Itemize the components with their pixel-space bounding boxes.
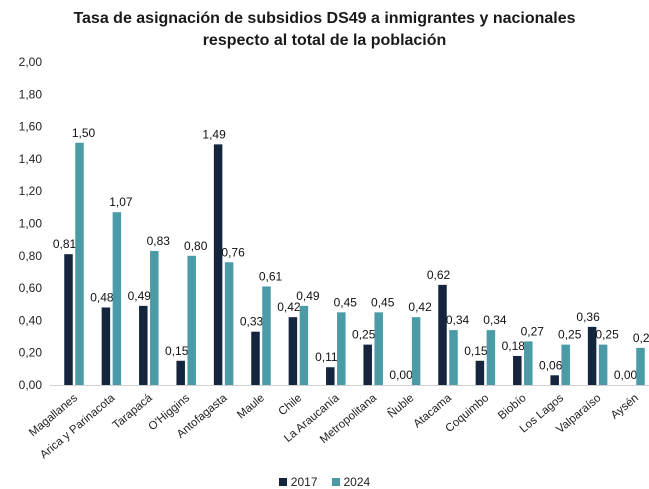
x-tick-label: Ñuble xyxy=(385,391,416,420)
y-tick-label: 1,60 xyxy=(19,120,43,134)
chart-title-line1: Tasa de asignación de subsidios DS49 a i… xyxy=(73,10,576,27)
data-label-2024: 0,49 xyxy=(296,289,320,303)
y-tick-label: 2,00 xyxy=(19,55,43,69)
legend-item-2024: 2024 xyxy=(331,475,371,489)
data-label-2017: 0,25 xyxy=(352,328,376,342)
data-label-2017: 0,11 xyxy=(315,350,338,364)
data-label-2017: 0,33 xyxy=(240,315,264,329)
bar-2024 xyxy=(486,330,496,385)
data-label-2024: 0,83 xyxy=(147,234,171,248)
bar-2024 xyxy=(150,250,159,385)
legend-label-2024: 2024 xyxy=(343,475,371,489)
data-label-2024: 0,45 xyxy=(334,295,358,309)
bar-2017 xyxy=(475,360,485,385)
x-tick-label: Aysén xyxy=(609,392,641,422)
data-label-2024: 0,80 xyxy=(184,239,208,253)
x-tick-label: Biobío xyxy=(496,392,529,422)
bar-2024 xyxy=(187,255,196,385)
data-label-2024: 0,61 xyxy=(259,269,283,283)
chart-title-line2: respecto al total de la población xyxy=(202,32,447,49)
data-label-2017: 1,49 xyxy=(202,127,226,141)
data-label-2017: 0,81 xyxy=(53,237,77,251)
bar-2024 xyxy=(374,312,383,385)
legend-swatch-2024 xyxy=(331,478,340,486)
data-label-2017: 0,15 xyxy=(464,344,488,358)
y-tick-label: 0,00 xyxy=(19,378,43,392)
bar-2024 xyxy=(112,212,122,385)
data-label-2017: 0,00 xyxy=(389,368,413,382)
bar-2017 xyxy=(326,367,335,385)
y-tick-label: 1,00 xyxy=(19,217,43,231)
data-label-2017: 0,42 xyxy=(277,300,301,314)
data-label-2024: 0,42 xyxy=(408,300,432,314)
data-label-2017: 0,62 xyxy=(427,268,451,282)
data-label-2017: 0,18 xyxy=(502,339,526,353)
bar-2024 xyxy=(299,305,309,385)
data-label-2024: 1,07 xyxy=(109,195,133,209)
bar-2017 xyxy=(438,284,447,385)
bar-2024 xyxy=(636,347,645,385)
y-tick-label: 0,40 xyxy=(19,313,43,327)
data-label-2024: 0,25 xyxy=(595,328,619,342)
bar-2024 xyxy=(262,286,271,385)
data-label-2017: 0,36 xyxy=(576,310,600,324)
data-label-2024: 0,45 xyxy=(371,295,395,309)
bar-2024 xyxy=(224,262,234,385)
y-tick-label: 1,80 xyxy=(19,87,43,101)
legend-swatch-2017 xyxy=(278,478,287,486)
data-label-2024: 1,50 xyxy=(72,126,96,140)
data-label-2024: 0,23 xyxy=(633,331,649,345)
bar-2017 xyxy=(64,254,73,385)
data-label-2017: 0,06 xyxy=(539,358,563,372)
bar-2017 xyxy=(587,326,597,385)
data-label-2024: 0,76 xyxy=(221,245,245,259)
y-tick-label: 0,20 xyxy=(19,346,43,360)
bar-2024 xyxy=(75,142,84,385)
y-tick-label: 0,60 xyxy=(19,281,43,295)
bar-2017 xyxy=(550,375,559,385)
chart-title: Tasa de asignación de subsidios DS49 a i… xyxy=(0,8,649,52)
bar-2024 xyxy=(524,341,533,385)
bar-2017 xyxy=(213,144,223,385)
data-label-2024: 0,25 xyxy=(558,328,582,342)
y-tick-label: 0,80 xyxy=(19,249,43,263)
bar-2024 xyxy=(411,317,421,385)
data-label-2017: 0,00 xyxy=(614,368,638,382)
bar-2024 xyxy=(598,344,608,385)
data-label-2024: 0,34 xyxy=(446,313,470,327)
bar-2017 xyxy=(363,344,372,385)
bar-2017 xyxy=(251,331,260,385)
bar-2017 xyxy=(139,305,148,385)
bar-2017 xyxy=(513,355,522,385)
data-label-2024: 0,27 xyxy=(521,324,545,338)
data-label-2017: 0,15 xyxy=(165,344,189,358)
bar-2024 xyxy=(561,344,570,385)
data-label-2017: 0,48 xyxy=(90,290,114,304)
chart-legend: 2017 2024 xyxy=(0,475,649,489)
bar-2017 xyxy=(101,307,111,385)
x-tick-label: Chile xyxy=(277,392,305,418)
y-tick-label: 1,40 xyxy=(19,152,43,166)
legend-item-2017: 2017 xyxy=(278,475,318,489)
bar-2024 xyxy=(337,312,346,385)
bar-2024 xyxy=(449,330,458,385)
bar-2017 xyxy=(288,317,298,385)
x-tick-label: Maule xyxy=(235,392,267,421)
y-tick-label: 1,20 xyxy=(19,184,43,198)
data-label-2017: 0,49 xyxy=(128,289,152,303)
legend-label-2017: 2017 xyxy=(290,475,318,489)
bar-2017 xyxy=(176,360,185,385)
data-label-2024: 0,34 xyxy=(483,313,507,327)
